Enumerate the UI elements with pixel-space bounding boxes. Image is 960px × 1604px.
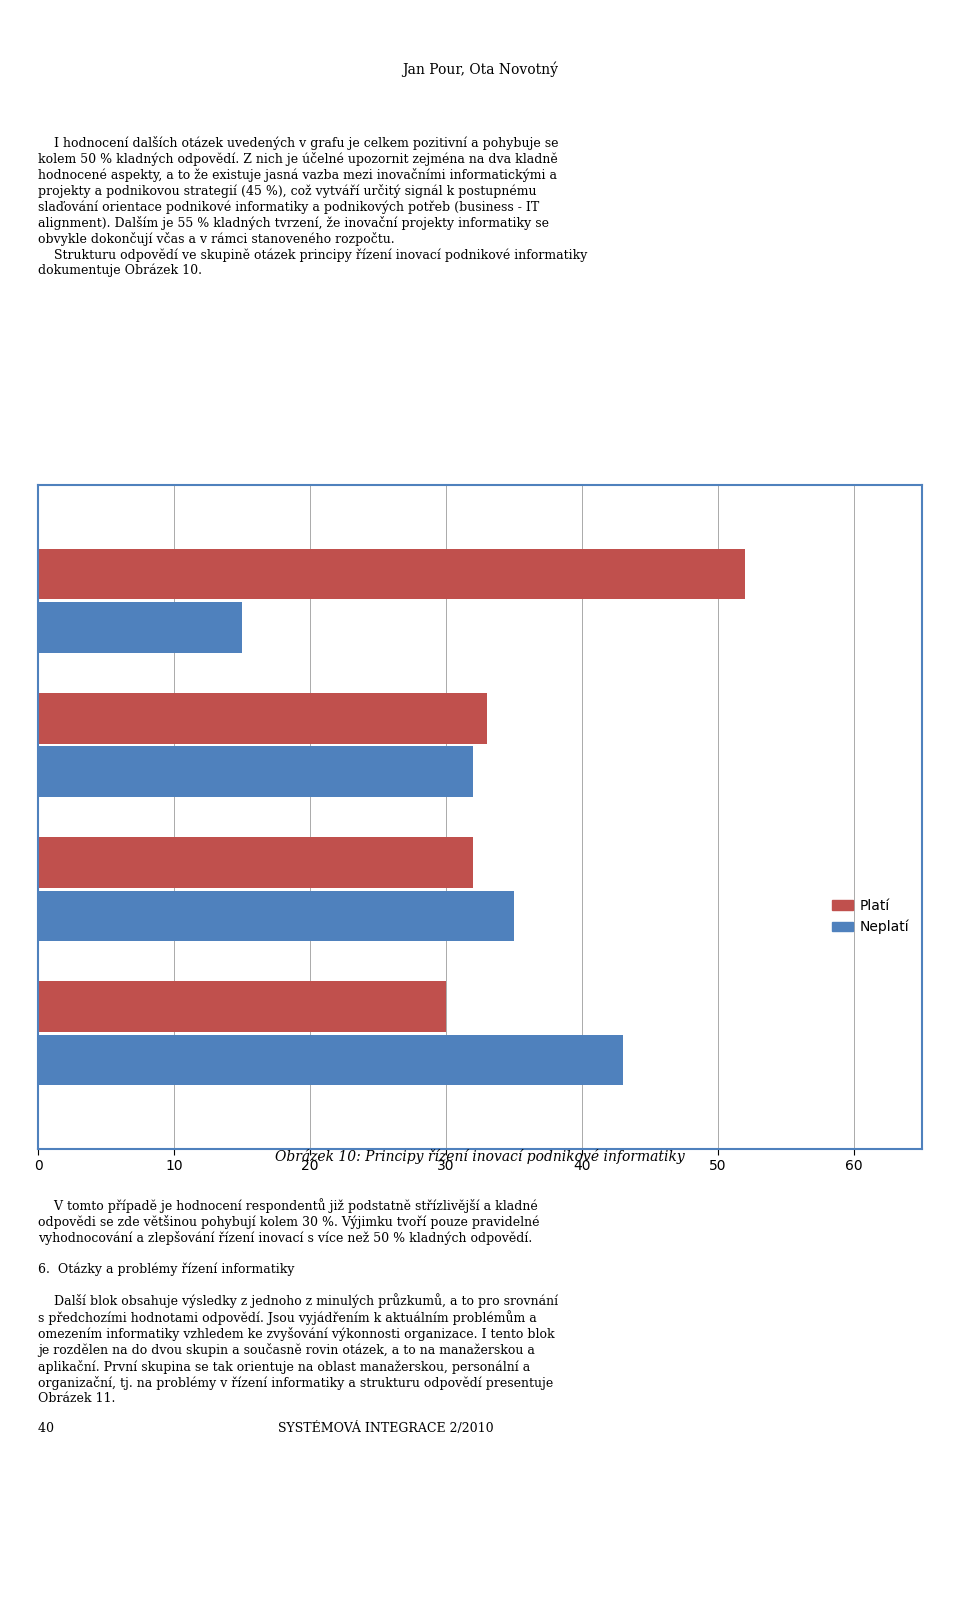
- Bar: [38, 1035, 623, 1086]
- Bar: [38, 602, 242, 653]
- Bar: [38, 746, 473, 797]
- Bar: [38, 982, 446, 1031]
- Text: V tomto případě je hodnocení respondentů již podstatně střízlivější a kladné
odp: V tomto případě je hodnocení respondentů…: [38, 1198, 559, 1436]
- Bar: [38, 693, 487, 744]
- Bar: [38, 549, 745, 600]
- Text: Obrázek 10: Principy řízení inovací podnikové informatiky: Obrázek 10: Principy řízení inovací podn…: [276, 1148, 684, 1165]
- Bar: [38, 890, 514, 942]
- Legend: Platí, Neplatí: Platí, Neplatí: [827, 893, 915, 940]
- Bar: [38, 837, 473, 887]
- Text: I hodnocení dalších otázek uvedených v grafu je celkem pozitivní a pohybuje se
k: I hodnocení dalších otázek uvedených v g…: [38, 136, 588, 277]
- Text: Jan Pour, Ota Novotný: Jan Pour, Ota Novotný: [402, 61, 558, 77]
